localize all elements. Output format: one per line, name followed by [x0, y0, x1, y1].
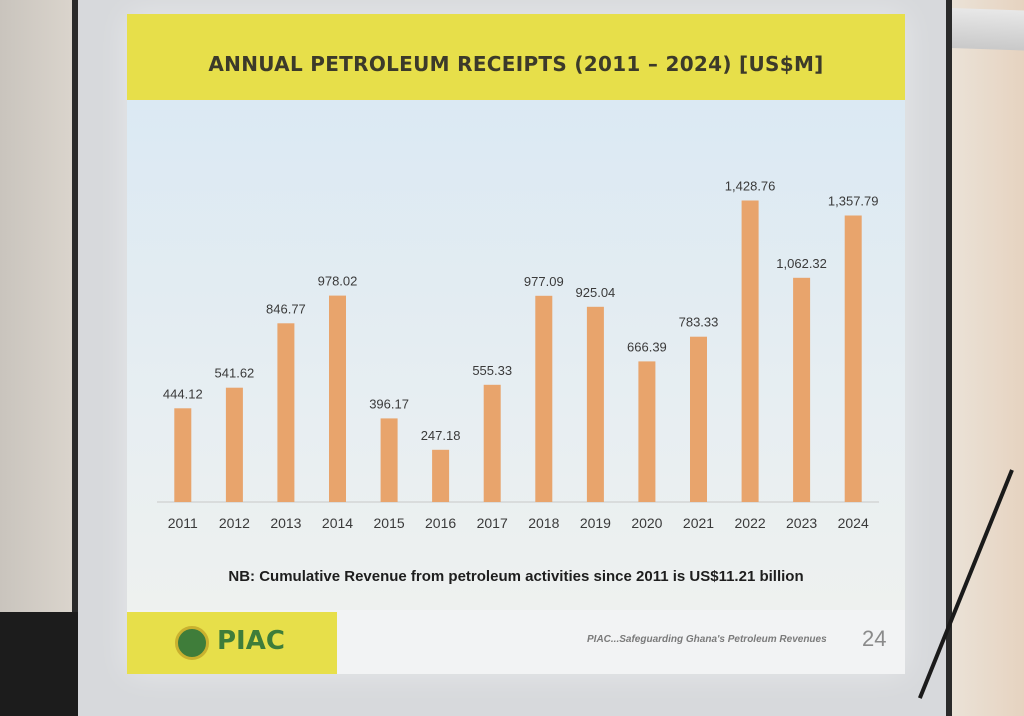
x-tick-2016: 2016 — [425, 515, 456, 531]
cumulative-note: NB: Cumulative Revenue from petroleum ac… — [228, 568, 804, 585]
bar-2015 — [380, 418, 398, 502]
footer-tagline: PIAC...Safeguarding Ghana's Petroleum Re… — [587, 634, 827, 645]
speaker — [0, 612, 78, 716]
plot-area — [127, 100, 905, 610]
x-tick-2023: 2023 — [786, 515, 817, 531]
data-label-2022: 1,428.76 — [725, 179, 776, 194]
x-tick-2020: 2020 — [631, 515, 662, 531]
data-label-2013: 846.77 — [266, 301, 306, 316]
bar-2013 — [277, 323, 295, 502]
bar-2011 — [174, 408, 192, 502]
data-label-2024: 1,357.79 — [828, 194, 879, 209]
data-label-2012: 541.62 — [215, 366, 255, 381]
data-label-2014: 978.02 — [318, 274, 358, 289]
data-label-2015: 396.17 — [369, 396, 409, 411]
data-label-2018: 977.09 — [524, 274, 564, 289]
data-label-2019: 925.04 — [576, 285, 616, 300]
footer-logo: PIAC — [127, 612, 337, 674]
bar-2014 — [329, 295, 346, 502]
x-tick-2018: 2018 — [528, 515, 559, 531]
data-label-2021: 783.33 — [679, 315, 719, 330]
data-label-2023: 1,062.32 — [776, 256, 827, 271]
bar-2020 — [638, 361, 656, 502]
data-label-2017: 555.33 — [472, 363, 512, 378]
bar-2021 — [690, 336, 707, 502]
bar-2012 — [225, 387, 243, 502]
bar-2016 — [432, 449, 450, 502]
title-band — [127, 14, 905, 100]
x-tick-2015: 2015 — [374, 515, 405, 531]
bar-2023 — [793, 277, 811, 502]
x-tick-2011: 2011 — [168, 515, 198, 531]
bar-2022 — [741, 200, 759, 502]
x-tick-2021: 2021 — [683, 515, 714, 531]
chart-title: ANNUAL PETROLEUM RECEIPTS (2011 – 2024) … — [208, 52, 824, 76]
x-tick-2014: 2014 — [322, 515, 353, 531]
data-label-2016: 247.18 — [421, 428, 461, 443]
logo-text: PIAC — [217, 626, 285, 656]
slide: ANNUAL PETROLEUM RECEIPTS (2011 – 2024) … — [127, 14, 905, 674]
data-label-2011: 444.12 — [163, 386, 203, 401]
x-tick-2024: 2024 — [838, 515, 869, 531]
page-number: 24 — [862, 626, 887, 651]
x-tick-2012: 2012 — [219, 515, 250, 531]
bar-2024 — [844, 215, 862, 502]
bar-2018 — [535, 295, 553, 502]
x-tick-2022: 2022 — [735, 515, 766, 531]
x-tick-2017: 2017 — [477, 515, 508, 531]
x-tick-2013: 2013 — [270, 515, 301, 531]
piac-emblem-icon — [175, 626, 209, 660]
bar-2019 — [586, 306, 604, 502]
bar-2017 — [483, 384, 501, 502]
wall-shadow — [0, 0, 80, 716]
bar-chart: 444.12 2011 541.62 2012 846.77 2013 978.02 2014… — [157, 179, 879, 531]
x-tick-2019: 2019 — [580, 515, 611, 531]
data-label-2020: 666.39 — [627, 339, 667, 354]
